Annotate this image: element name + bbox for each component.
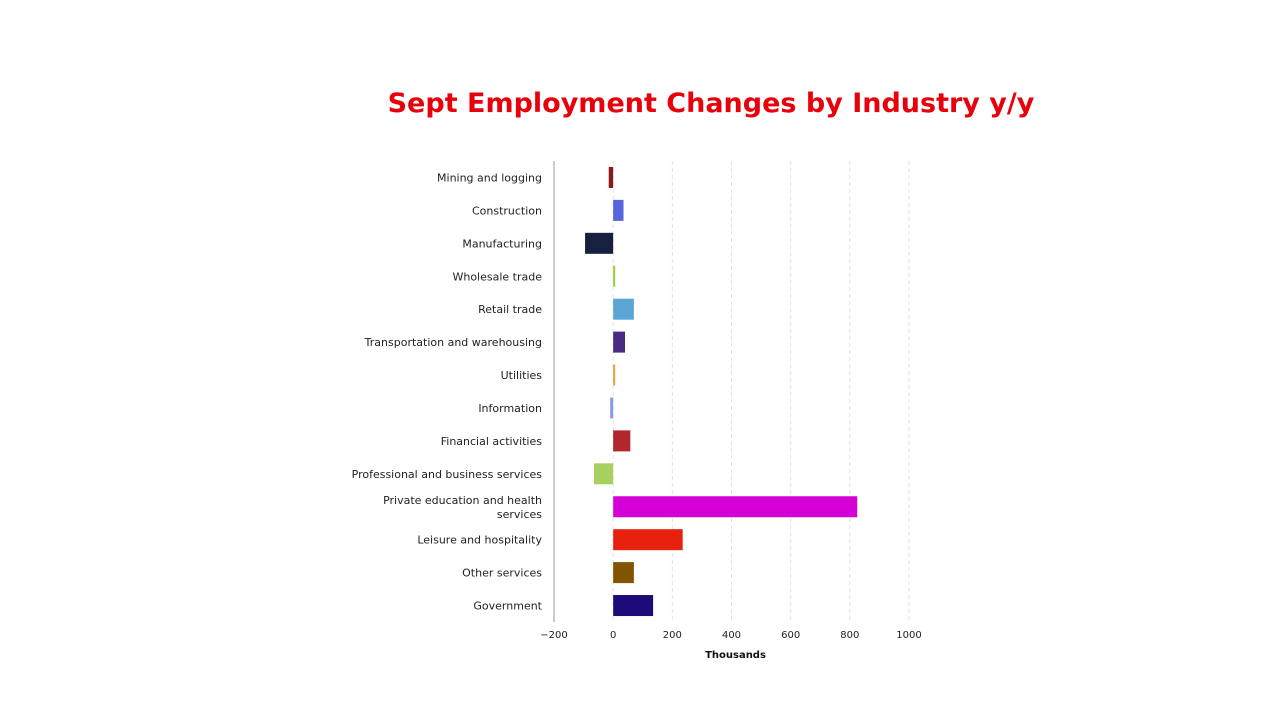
x-tick-label: 1000 — [896, 630, 921, 641]
x-axis-title: Thousands — [705, 650, 766, 661]
bar — [613, 562, 634, 584]
bar — [613, 595, 654, 617]
category-label: Retail trade — [478, 303, 542, 316]
chart-title: Sept Employment Changes by Industry y/y — [387, 88, 1035, 119]
bar — [613, 364, 616, 386]
category-label: Government — [473, 600, 542, 613]
x-tick-label: 800 — [840, 630, 859, 641]
category-label: Wholesale trade — [452, 270, 542, 283]
category-label: Manufacturing — [462, 237, 542, 250]
category-label: Construction — [472, 204, 542, 217]
category-label: Information — [478, 402, 542, 415]
category-label: Mining and logging — [437, 171, 542, 184]
bars — [585, 166, 858, 617]
bar — [593, 463, 614, 485]
category-label: Financial activities — [441, 435, 543, 448]
bar — [613, 529, 683, 551]
bar — [613, 298, 634, 320]
bar — [613, 199, 624, 221]
grid-lines — [612, 161, 910, 622]
category-label: Private education and health services — [383, 494, 542, 521]
x-tick-label: 0 — [610, 630, 616, 641]
category-label: Leisure and hospitality — [417, 534, 542, 547]
bar — [608, 166, 614, 188]
x-tick-labels: −200 0 200 400 600 800 1000 — [540, 630, 921, 641]
x-tick-label: −200 — [540, 630, 567, 641]
category-labels: Mining and logging Construction Manufactur… — [352, 171, 543, 612]
bar — [613, 331, 625, 353]
x-tick-label: 200 — [663, 630, 682, 641]
x-tick-label: 600 — [781, 630, 800, 641]
x-tick-label: 400 — [722, 630, 741, 641]
bar — [613, 430, 631, 452]
bar — [613, 265, 616, 287]
bar — [613, 496, 858, 518]
bar — [585, 232, 614, 254]
category-label: Professional and business services — [352, 468, 543, 481]
category-label: Utilities — [501, 369, 543, 382]
category-label: Transportation and warehousing — [364, 336, 542, 349]
bar — [610, 397, 614, 419]
category-label: Other services — [462, 567, 542, 580]
